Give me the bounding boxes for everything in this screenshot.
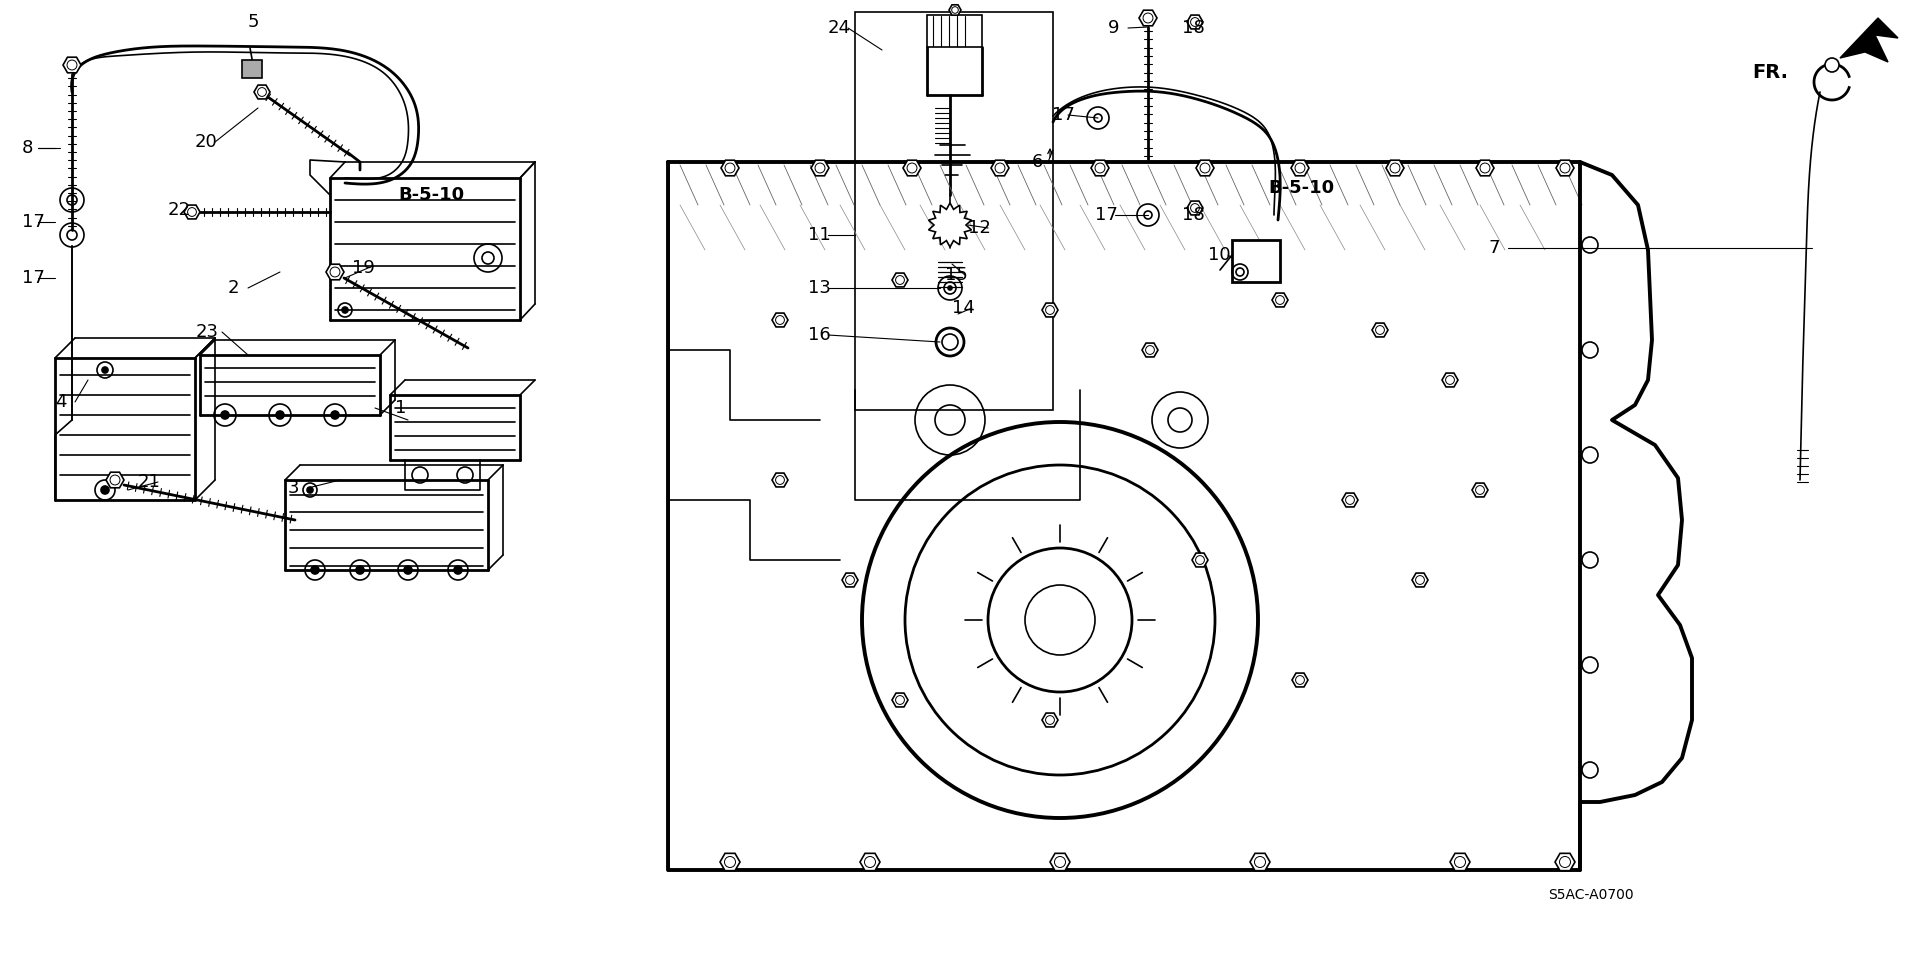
Circle shape (307, 487, 313, 493)
Text: 13: 13 (808, 279, 831, 297)
Polygon shape (1411, 573, 1428, 587)
Bar (927, 15, 981, 47)
Text: 3: 3 (288, 479, 300, 497)
Polygon shape (1373, 323, 1388, 337)
Text: FR.: FR. (1751, 62, 1788, 81)
Text: 17: 17 (21, 269, 44, 287)
Polygon shape (860, 854, 879, 871)
Text: 21: 21 (138, 473, 161, 491)
Text: 18: 18 (1183, 19, 1204, 37)
Polygon shape (1386, 160, 1404, 176)
Circle shape (403, 566, 413, 574)
Text: 9: 9 (1108, 19, 1119, 37)
Text: 23: 23 (196, 323, 219, 341)
Text: B-5-10: B-5-10 (1267, 179, 1334, 197)
Text: 14: 14 (952, 299, 975, 317)
Circle shape (102, 367, 108, 373)
Text: 24: 24 (828, 19, 851, 37)
Polygon shape (1043, 303, 1058, 317)
Circle shape (948, 286, 952, 290)
Polygon shape (184, 205, 200, 219)
Bar (242, 60, 261, 78)
Text: 19: 19 (351, 259, 374, 277)
Text: 22: 22 (169, 201, 190, 219)
Text: 6: 6 (1033, 153, 1043, 171)
Polygon shape (1476, 160, 1494, 176)
Polygon shape (1473, 483, 1488, 497)
Circle shape (1826, 58, 1839, 72)
Polygon shape (1292, 673, 1308, 687)
Polygon shape (1187, 15, 1204, 29)
Polygon shape (929, 203, 972, 247)
Polygon shape (772, 473, 787, 487)
Polygon shape (1442, 373, 1457, 387)
Polygon shape (1271, 293, 1288, 307)
Polygon shape (253, 85, 271, 99)
Text: 5: 5 (248, 13, 259, 31)
Polygon shape (1050, 854, 1069, 871)
Circle shape (943, 217, 958, 233)
Polygon shape (991, 160, 1010, 176)
Text: 8: 8 (21, 139, 33, 157)
Text: B-5-10: B-5-10 (397, 186, 465, 204)
Polygon shape (1139, 11, 1158, 26)
Circle shape (453, 566, 463, 574)
Text: 1: 1 (396, 399, 407, 417)
Circle shape (330, 411, 340, 419)
Polygon shape (1196, 160, 1213, 176)
Text: 18: 18 (1183, 206, 1204, 224)
Polygon shape (63, 57, 81, 73)
Polygon shape (948, 5, 962, 15)
Text: 17: 17 (1094, 206, 1117, 224)
Polygon shape (1192, 553, 1208, 567)
Text: 16: 16 (808, 326, 831, 344)
Text: 20: 20 (196, 133, 217, 151)
Polygon shape (1187, 201, 1204, 215)
Circle shape (355, 566, 365, 574)
Text: 10: 10 (1208, 246, 1231, 264)
Circle shape (342, 307, 348, 313)
Text: 2: 2 (228, 279, 240, 297)
Text: S5AC-A0700: S5AC-A0700 (1548, 888, 1634, 902)
Polygon shape (1555, 854, 1574, 871)
Polygon shape (1342, 493, 1357, 507)
Circle shape (221, 411, 228, 419)
Polygon shape (720, 854, 739, 871)
Text: 15: 15 (945, 266, 968, 284)
Polygon shape (902, 160, 922, 176)
Text: 17: 17 (21, 213, 44, 231)
Polygon shape (1142, 343, 1158, 357)
Polygon shape (722, 160, 739, 176)
Polygon shape (326, 264, 344, 280)
Polygon shape (106, 472, 125, 488)
Text: 11: 11 (808, 226, 831, 244)
Polygon shape (1839, 18, 1899, 62)
Circle shape (102, 486, 109, 494)
Circle shape (311, 566, 319, 574)
Polygon shape (1555, 160, 1574, 176)
Polygon shape (893, 693, 908, 707)
Polygon shape (1250, 854, 1269, 871)
Bar (1233, 240, 1281, 282)
Text: 17: 17 (1052, 106, 1075, 124)
Text: 4: 4 (56, 393, 67, 411)
Circle shape (276, 411, 284, 419)
Polygon shape (893, 273, 908, 287)
Polygon shape (843, 573, 858, 587)
Polygon shape (772, 313, 787, 327)
Polygon shape (1450, 854, 1471, 871)
Polygon shape (1290, 160, 1309, 176)
Text: 12: 12 (968, 219, 991, 237)
Polygon shape (1043, 713, 1058, 727)
Bar (854, 12, 1052, 410)
Polygon shape (810, 160, 829, 176)
Polygon shape (1091, 160, 1110, 176)
Text: 7: 7 (1488, 239, 1500, 257)
